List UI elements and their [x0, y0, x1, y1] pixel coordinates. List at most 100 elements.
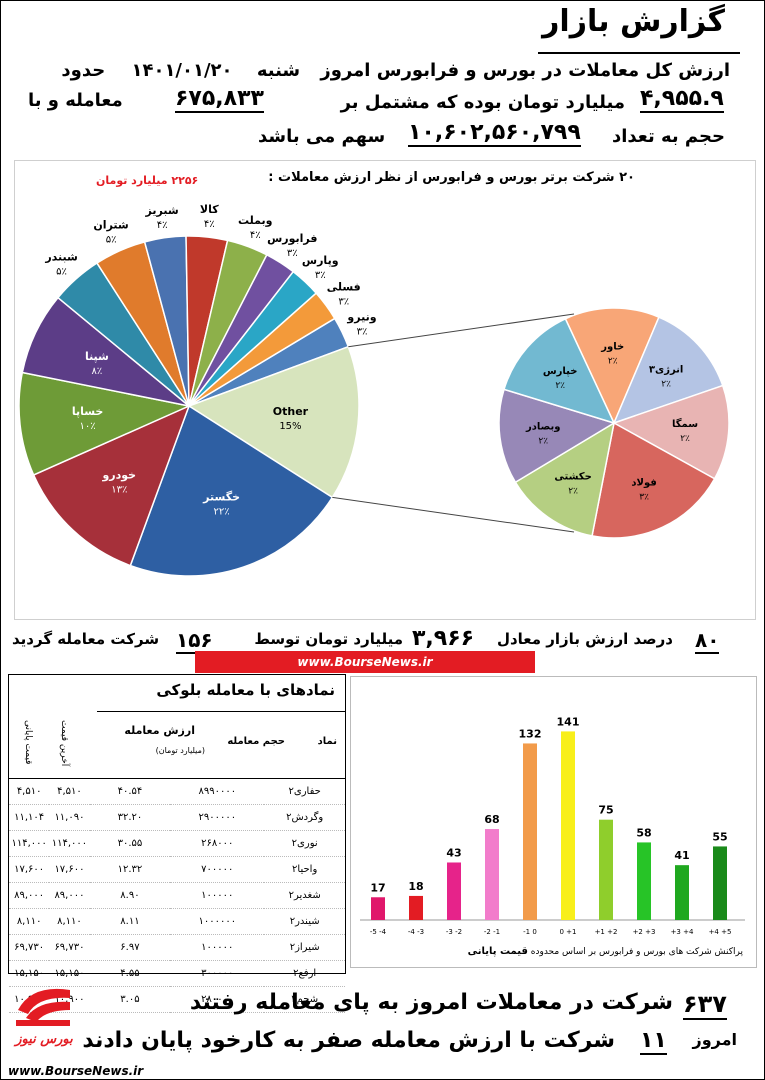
main-pie-label: فرابورس [267, 232, 317, 245]
block-trades-box: نمادهای با معامله بلوکی نماد حجم معامله … [8, 674, 346, 1013]
bar [713, 846, 727, 920]
header-date: ۱۴۰۱/۰۱/۲۰ [131, 60, 233, 81]
bar [675, 865, 689, 920]
last-price-cell: ۸,۱۱۰ [49, 908, 90, 935]
summary-percent-text: درصد ارزش بازار معادل [496, 630, 673, 648]
volume-cell: ۲۹۰۰۰۰۰ [170, 804, 265, 831]
sub-pie-label: وبصادر [525, 422, 560, 433]
final-price-cell: ۴,۵۱۰ [9, 779, 50, 805]
logo-mark-icon [16, 988, 70, 1026]
value-cell: ۱۲.۳۲ [89, 856, 171, 883]
bottom-count1: ۶۳۷ [683, 990, 727, 1020]
symbol-cell: حفاری۲ [264, 779, 345, 805]
main-pie-percent: ۳٪ [338, 296, 349, 307]
value-cell: ۳۲.۲۰ [89, 804, 171, 831]
bar-category-label: -4 -3 [408, 928, 424, 936]
value-cell: ۸.۱۱ [89, 908, 171, 935]
footer-site: www.BourseNews.ir [8, 1064, 144, 1078]
last-price-cell: ۶۹,۷۳۰ [49, 934, 90, 961]
pie-labels: ونیرو ۳٪ Other 15% خگستر ۲۲٪ خودرو ۱۳٪ خساپا ۱۰٪ ش… [44, 203, 698, 533]
last-price-cell: ۱۱۴,۰۰۰ [49, 830, 90, 857]
bar-caption-bold: قیمت پایانی [467, 946, 528, 957]
value-cell: ۴.۵۵ [89, 960, 171, 987]
table-row: ۱۱۴,۰۰۰ ۱۱۴,۰۰۰ ۳۰.۵۵ ۲۶۸۰۰۰ نوری۲ [9, 830, 345, 857]
main-pie-slice [187, 345, 360, 499]
symbol-cell: شغدیر۲ [264, 882, 345, 909]
volume-cell: ۳۰۰۰۰۰ [170, 960, 265, 987]
sub-pie-percent: ۲٪ [680, 434, 690, 444]
block-table-title: نمادهای با معامله بلوکی [97, 675, 345, 712]
value-cell: ۸.۹۰ [89, 882, 171, 909]
table-row: ۸۹,۰۰۰ ۸۹,۰۰۰ ۸.۹۰ ۱۰۰۰۰۰ شغدیر۲ [9, 882, 345, 909]
bar-value-label: 43 [446, 846, 461, 859]
main-pie-percent: ۱۰٪ [80, 421, 96, 432]
sub-pie-label: فولاد [631, 478, 656, 489]
summary-companies: ۱۵۶ [176, 628, 213, 654]
volume-cell: ۸۹۹۰۰۰۰ [170, 779, 265, 805]
summary-percent: ۸۰ [695, 628, 720, 654]
main-pie-percent: ۳٪ [287, 248, 298, 259]
main-pie-label: فسلی [327, 280, 361, 293]
bar-value-label: 75 [598, 804, 613, 817]
bar-category-label: +1 +2 [595, 928, 618, 936]
main-pie-label: Other [273, 405, 309, 418]
last-price-cell: ۴,۵۱۰ [49, 779, 90, 805]
main-pie-label: ونیرو [346, 311, 376, 324]
header-value-unit: (میلیارد تومان) [155, 746, 205, 755]
sub-pie-label: خاور [600, 342, 624, 353]
header-volume: حجم معامله [227, 736, 285, 747]
bar-category-label: -3 -2 [446, 928, 462, 936]
total-value: ۴,۹۵۵.۹ [640, 86, 724, 113]
main-pie-percent: ۲۲٪ [214, 507, 230, 518]
bottom-line1: شرکت در معاملات امروز به پای معامله رفتن… [189, 990, 673, 1015]
main-pie-percent: ۵٪ [56, 266, 67, 277]
main-pie-slice [32, 404, 191, 567]
main-pie [18, 235, 360, 577]
bar-category-label: -2 -1 [484, 928, 500, 936]
sub-pie-slice [503, 317, 616, 425]
title-underline [538, 52, 740, 54]
main-pie-percent: ۱۳٪ [111, 484, 127, 495]
volume-cell: ۲۶۸۰۰۰ [170, 830, 265, 857]
header-value: ارزش معامله [124, 724, 195, 737]
bar-value-label: 132 [519, 727, 542, 740]
header-line3-end: سهم می باشد [258, 126, 386, 147]
sub-pie [498, 307, 730, 539]
symbol-cell: شیندر۲ [264, 908, 345, 935]
main-pie-percent: ۴٪ [250, 230, 261, 241]
volume-cell: ۱۰۰۰۰۰ [170, 882, 265, 909]
main-pie-label: خگستر [202, 491, 240, 504]
bar-value-label: 41 [674, 849, 689, 862]
bar-value-label: 17 [370, 881, 385, 894]
last-price-cell: ۱۱,۰۹۰ [49, 804, 90, 831]
header-symbol: نماد [317, 736, 337, 747]
table-row: ۱۵,۱۵۰ ۱۵,۱۵۰ ۴.۵۵ ۳۰۰۰۰۰ ارفع۲ [9, 960, 345, 987]
main-pie-label: وبملت [238, 214, 273, 227]
bar [371, 897, 385, 920]
main-pie-label: شپنا [85, 350, 109, 363]
last-price-cell: ۱۷,۶۰۰ [49, 856, 90, 883]
site-banner: www.BourseNews.ir [195, 651, 535, 673]
sub-pie-slice [591, 421, 716, 539]
table-row: ۶۹,۷۳۰ ۶۹,۷۳۰ ۶.۹۷ ۱۰۰۰۰۰ شیراز۲ [9, 934, 345, 961]
sub-pie-percent: ۲٪ [608, 357, 618, 367]
header-line1: ارزش کل معاملات در بورس و فرابورس امروز … [61, 60, 730, 81]
bar-value-label: 68 [484, 813, 499, 826]
main-pie-percent: ۳٪ [315, 270, 326, 281]
bar-chart-caption: پراکنش شرکت های بورس و فرابورس بر اساس م… [468, 946, 743, 957]
bar-category-label: -1 0 [523, 928, 537, 936]
sub-pie-label: حکشتی [554, 471, 591, 482]
main-pie-label: شبریز [145, 204, 179, 217]
bar-chart-panel [350, 676, 757, 968]
bar-category-label: -5 -4 [370, 928, 387, 936]
value-cell: ۳.۰۵ [89, 986, 171, 1013]
main-pie-label: خودرو [101, 468, 136, 481]
bar-value-label: 141 [557, 715, 580, 728]
main-pie-slice [188, 292, 336, 407]
table-row: ۸,۱۱۰ ۸,۱۱۰ ۸.۱۱ ۱۰۰۰۰۰۰ شیندر۲ [9, 908, 345, 935]
header-line2-end: معامله و با [28, 90, 123, 111]
symbol-cell: شجم۲ [264, 986, 345, 1013]
table-row: ۱۷,۶۰۰ ۱۷,۶۰۰ ۱۲.۳۲ ۷۰۰۰۰۰ واحیا۲ [9, 856, 345, 883]
main-pie-label: کالا [200, 203, 219, 216]
